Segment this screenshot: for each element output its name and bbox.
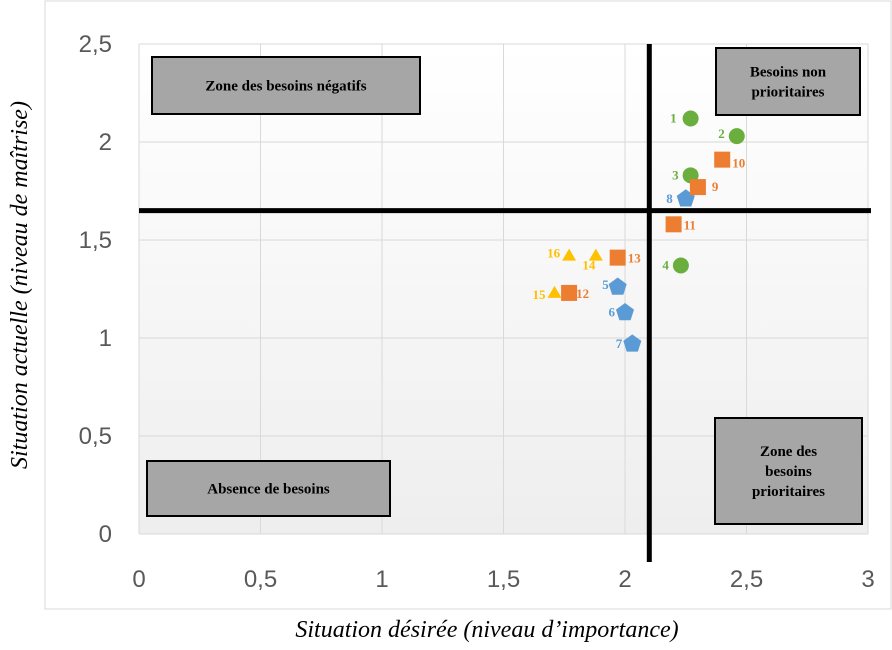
- x-axis-title: Situation désirée (niveau d’importance): [295, 617, 678, 643]
- zone-text-line: besoins: [765, 464, 812, 480]
- y-axis-title: Situation actuelle (niveau de maîtrise): [7, 101, 33, 469]
- zone-box-negative: Zone des besoins négatifs: [151, 56, 421, 115]
- reference-lines: [139, 44, 871, 562]
- point-4: [672, 257, 689, 274]
- y-tick-label: 1: [99, 325, 112, 352]
- point-label-9: 9: [712, 179, 719, 194]
- y-tick-label: 2,5: [79, 31, 112, 58]
- point-11: [665, 216, 682, 233]
- x-tick-label: 1: [375, 566, 388, 593]
- point-label-4: 4: [662, 257, 669, 272]
- point-label-2: 2: [718, 126, 725, 141]
- zone-text-line: Absence de besoins: [207, 482, 330, 498]
- zone-text-line: prioritaires: [751, 85, 824, 101]
- point-label-13: 13: [628, 251, 642, 266]
- x-tick-label: 0,5: [244, 566, 277, 593]
- x-tick-label: 2: [618, 566, 631, 593]
- point-5: [608, 277, 627, 295]
- zone-annotations: Zone des besoins négatifs Besoins non prio…: [146, 47, 863, 525]
- y-tick-label: 0,5: [79, 423, 112, 450]
- x-tick-label: 1,5: [487, 566, 520, 593]
- zone-text-line: Zone des: [760, 444, 817, 460]
- zone-text-line: Besoins non: [750, 65, 827, 81]
- y-tick-label: 0: [99, 521, 112, 548]
- point-label-3: 3: [672, 167, 679, 182]
- point-10: [714, 151, 731, 168]
- point-15: [547, 285, 562, 298]
- x-tick-label: 2,5: [730, 566, 763, 593]
- x-tick-label: 3: [861, 566, 874, 593]
- x-tick-label: 0: [132, 566, 145, 593]
- point-9: [689, 179, 706, 196]
- point-label-6: 6: [609, 305, 616, 320]
- point-label-7: 7: [616, 336, 623, 351]
- zone-box-absence: Absence de besoins: [146, 460, 391, 517]
- point-13: [609, 249, 626, 266]
- zone-box-prio: Zone des besoins prioritaires: [714, 417, 863, 525]
- point-label-10: 10: [732, 156, 745, 171]
- point-label-14: 14: [582, 258, 596, 273]
- grid-lines: [138, 43, 869, 535]
- point-label-1: 1: [670, 110, 677, 125]
- point-label-12: 12: [576, 286, 589, 301]
- point-6: [616, 303, 634, 321]
- point-12: [561, 284, 578, 301]
- zone-text-line: Zone des besoins négatifs: [205, 79, 366, 95]
- zone-box-nonprio: Besoins non prioritaires: [715, 47, 861, 116]
- point-label-8: 8: [666, 191, 673, 206]
- data-points: [547, 110, 745, 352]
- point-14: [588, 248, 603, 261]
- point-2: [728, 128, 745, 145]
- point-7: [623, 334, 642, 352]
- axes: 0 0,5 1 1,5 2 2,5 3 0 0,5 1 1,5 2 2,5: [79, 31, 875, 593]
- point-label-15: 15: [533, 287, 547, 302]
- y-tick-label: 1,5: [79, 227, 112, 254]
- point-label-16: 16: [547, 246, 561, 261]
- zone-text-line: prioritaires: [752, 484, 825, 500]
- y-tick-label: 2: [99, 129, 112, 156]
- point-16: [562, 248, 577, 261]
- point-label-11: 11: [684, 217, 696, 232]
- point-1: [682, 110, 699, 127]
- point-label-5: 5: [602, 277, 609, 292]
